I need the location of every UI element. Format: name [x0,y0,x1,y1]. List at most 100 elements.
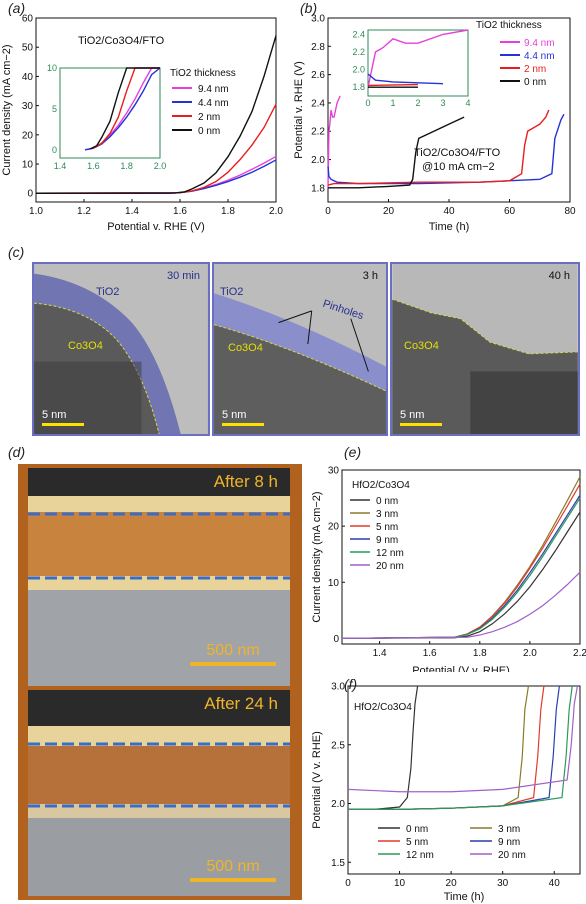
legend-label: 4.4 nm [524,51,555,62]
series-line-2-nm [327,109,550,186]
series-line-0-nm [35,35,277,194]
x-axis-label: Potential (V v. RHE) [412,665,510,672]
inset-series-line [367,83,419,87]
y-tick-label: 1.8 [311,183,325,194]
co3o4-label: Co3O4 [404,340,439,352]
scale-bar: 500 nm [190,642,276,666]
legend-label: 9 nm [498,837,520,848]
legend-label: 5 nm [406,837,428,848]
legend-label: 2 nm [524,64,546,75]
inset-x-tick-label: 4 [465,98,470,108]
legend-label: 12 nm [376,548,404,559]
plot-frame [35,17,277,203]
legend-label: 4.4 nm [198,98,229,109]
scale-bar: 5 nm [222,409,264,426]
legend-label: 0 nm [198,126,220,137]
legend-label: 9.4 nm [198,84,229,95]
panel-label-d: (d) [8,444,26,460]
sem-figure: After 8 h 500 nm After 24 h 500 nm [18,464,302,900]
tem-time-label: 30 min [166,270,200,282]
chart-annotation: @10 mA cm−2 [422,161,495,173]
x-tick-label: 1.2 [77,206,91,217]
legend-label: 5 nm [376,522,398,533]
y-tick-label: 2.5 [331,740,345,751]
y-tick-label: 40 [22,72,34,83]
legend-title: TiO2 thickness [170,68,236,79]
panel-label-c: (c) [8,244,25,260]
panel-label-e: (e) [344,444,362,460]
inset-y-tick-label: 2.2 [352,47,365,57]
tem-time-label: 40 h [548,270,570,282]
series-line-20-nm [347,685,579,793]
inset-frame [59,67,161,159]
x-tick-label: 1.8 [473,648,487,659]
sem-time-label: After 24 h [204,694,278,713]
legend-label: 12 nm [406,850,434,861]
series-line-9.4-nm [327,95,341,188]
inset-x-tick-label: 2.0 [154,161,167,171]
inset-y-tick-label: 5 [52,104,57,114]
inset-series-line [367,29,469,88]
x-axis-label: Time (h) [444,891,485,903]
inset-x-tick-label: 1.4 [54,161,67,171]
y-tick-label: 1.5 [331,858,345,869]
x-axis-label: Time (h) [429,221,470,233]
legend-label: 9 nm [376,535,398,546]
panel-label-f: (f) [344,676,358,692]
tem-image-texture [214,264,386,434]
x-tick-label: 1.0 [29,206,43,217]
tem-image-30min: TiO2 Co3O4 30 min 5 nm [32,262,210,436]
co3o4-label: Co3O4 [228,342,263,354]
legend-label: 2 nm [198,112,220,123]
y-tick-label: 2.0 [311,155,325,166]
x-tick-label: 40 [549,878,561,889]
x-tick-label: 10 [394,878,406,889]
y-tick-label: 10 [328,578,340,589]
co3o4-label: Co3O4 [68,340,103,352]
x-tick-label: 2.2 [573,648,586,659]
sem-image-24h: After 24 h 500 nm [28,690,290,896]
series-line-0-nm [341,511,581,639]
y-tick-label: 30 [22,101,34,112]
y-tick-label: 60 [22,14,34,25]
y-tick-label: 3.0 [331,682,345,693]
x-tick-label: 60 [504,206,516,217]
legend-label: 0 nm [524,77,546,88]
x-tick-label: 0 [325,206,331,217]
y-tick-label: 2.6 [311,70,325,81]
legend-label: 20 nm [498,850,526,861]
y-axis-label: Potential (V v. RHE) [311,731,323,829]
y-tick-label: 2.4 [311,98,325,109]
y-tick-label: 2.8 [311,42,325,53]
inset-x-tick-label: 2 [415,98,420,108]
tem-time-label: 3 h [362,270,378,282]
y-axis-label: Current density (mA cm−2) [311,491,323,622]
plot-frame [347,685,581,875]
series-group [35,35,277,194]
legend-label: 9.4 nm [524,38,555,49]
y-tick-label: 2.0 [331,799,345,810]
x-tick-label: 1.4 [125,206,139,217]
sem-image-texture [28,468,290,686]
y-tick-label: 0 [27,189,33,200]
chart-f: 0 10 20 30 40 1.5 2.0 2.5 3.0 Time (h) Potential (… [311,682,581,903]
series-line-12-nm [341,497,581,639]
x-tick-label: 1.6 [423,648,437,659]
series-group [341,476,581,639]
legend-label: 3 nm [498,824,520,835]
y-tick-label: 50 [22,43,34,54]
inset-series-line [367,73,444,85]
chart-a: 1.0 1.2 1.4 1.6 1.8 2.00102030405060Potential… [1,14,283,234]
legend-title: HfO2/Co3O4 [352,480,410,491]
plot-frame [341,469,581,645]
y-tick-label: 0 [333,634,339,645]
tem-image-texture [392,264,578,434]
tio2-label: TiO2 [220,286,244,298]
inset-x-tick-label: 1 [390,98,395,108]
inset-y-tick-label: 0 [52,145,57,155]
chart-title: TiO2/Co3O4/FTO [78,35,165,47]
tem-image-texture [34,264,208,434]
inset-y-tick-label: 2.0 [352,65,365,75]
legend-title: TiO2 thickness [476,20,542,31]
